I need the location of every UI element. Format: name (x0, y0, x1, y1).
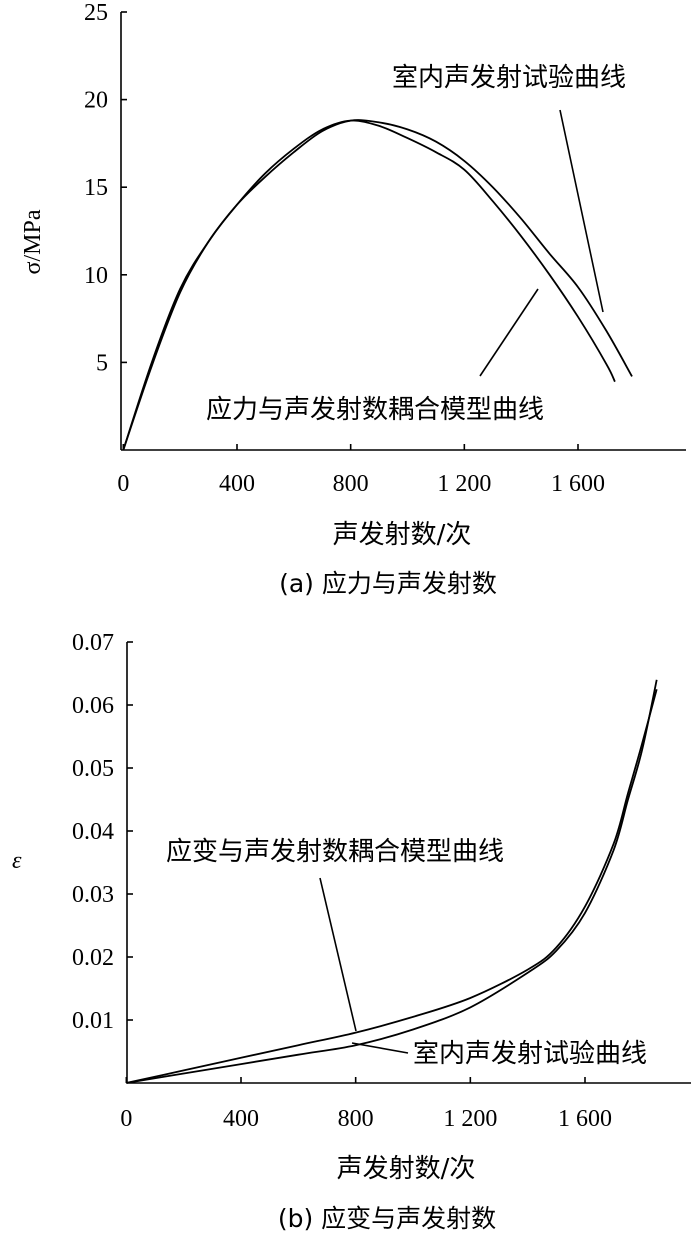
panel-b-axes (126, 642, 691, 1084)
y-tick-label: 0.06 (72, 693, 114, 719)
x-tick-label: 0 (117, 471, 129, 497)
x-tick-label: 1 600 (551, 471, 605, 497)
panel-b-x-ticks: 0 400 800 1 200 1 600 (120, 1077, 612, 1132)
x-tick-label: 1 200 (437, 471, 491, 497)
panel-a-leader-model (479, 288, 539, 377)
y-tick-label: 0.07 (72, 630, 114, 656)
x-tick-label: 0 (120, 1106, 132, 1132)
x-tick-label: 1 200 (443, 1106, 497, 1132)
panel-b: 0.01 0.02 0.03 0.04 0.05 0.06 0.07 0 400 800 1 20… (12, 630, 691, 1233)
x-tick-label: 1 600 (558, 1106, 612, 1132)
series-line-test (126, 679, 658, 1084)
panel-a-leader-test (559, 109, 604, 313)
series-line-model (122, 119, 616, 451)
y-tick-label: 15 (84, 175, 108, 201)
panel-b-y-label: ε (12, 848, 22, 874)
panel-b-leader-test (351, 1042, 409, 1054)
series-line-model (126, 689, 658, 1084)
panel-b-x-label: 声发射数/次 (337, 1154, 476, 1184)
panel-a-x-label: 声发射数/次 (333, 520, 472, 550)
y-tick-label: 0.02 (72, 945, 114, 971)
panel-a: 5 10 15 20 25 0 400 800 1 200 1 600 室内声发射试验曲线 应力… (20, 0, 686, 598)
x-tick-label: 400 (223, 1106, 259, 1132)
panel-a-y-ticks: 5 10 15 20 25 (84, 0, 127, 376)
panel-a-annotation-test: 室内声发射试验曲线 (392, 63, 626, 93)
panel-a-caption: (a) 应力与声发射数 (279, 569, 497, 598)
y-tick-label: 5 (96, 350, 108, 376)
y-tick-label: 0.05 (72, 756, 114, 782)
panel-b-series (126, 679, 658, 1084)
panel-a-y-label: σ/MPa (20, 209, 46, 274)
x-tick-label: 400 (219, 471, 255, 497)
y-tick-label: 0.01 (72, 1008, 114, 1034)
panel-b-y-ticks: 0.01 0.02 0.03 0.04 0.05 0.06 0.07 (72, 630, 133, 1034)
panel-a-series (122, 119, 633, 451)
panel-b-leaders (319, 877, 409, 1054)
x-tick-label: 800 (338, 1106, 374, 1132)
panel-b-annotation-model: 应变与声发射数耦合模型曲线 (166, 837, 504, 867)
panel-a-leaders (479, 109, 604, 377)
panel-a-x-ticks: 0 400 800 1 200 1 600 (117, 444, 605, 497)
panel-a-annotation-model: 应力与声发射数耦合模型曲线 (206, 395, 544, 425)
y-tick-label: 0.04 (72, 819, 114, 845)
x-tick-label: 800 (333, 471, 369, 497)
y-tick-label: 0.03 (72, 882, 114, 908)
panel-b-annotation-test: 室内声发射试验曲线 (413, 1039, 647, 1069)
panel-a-axes (120, 12, 686, 451)
panel-b-caption: (b) 应变与声发射数 (278, 1204, 496, 1233)
panel-b-leader-model (319, 877, 357, 1032)
y-tick-label: 10 (84, 263, 108, 289)
y-tick-label: 20 (84, 88, 108, 114)
y-tick-label: 25 (84, 0, 108, 26)
